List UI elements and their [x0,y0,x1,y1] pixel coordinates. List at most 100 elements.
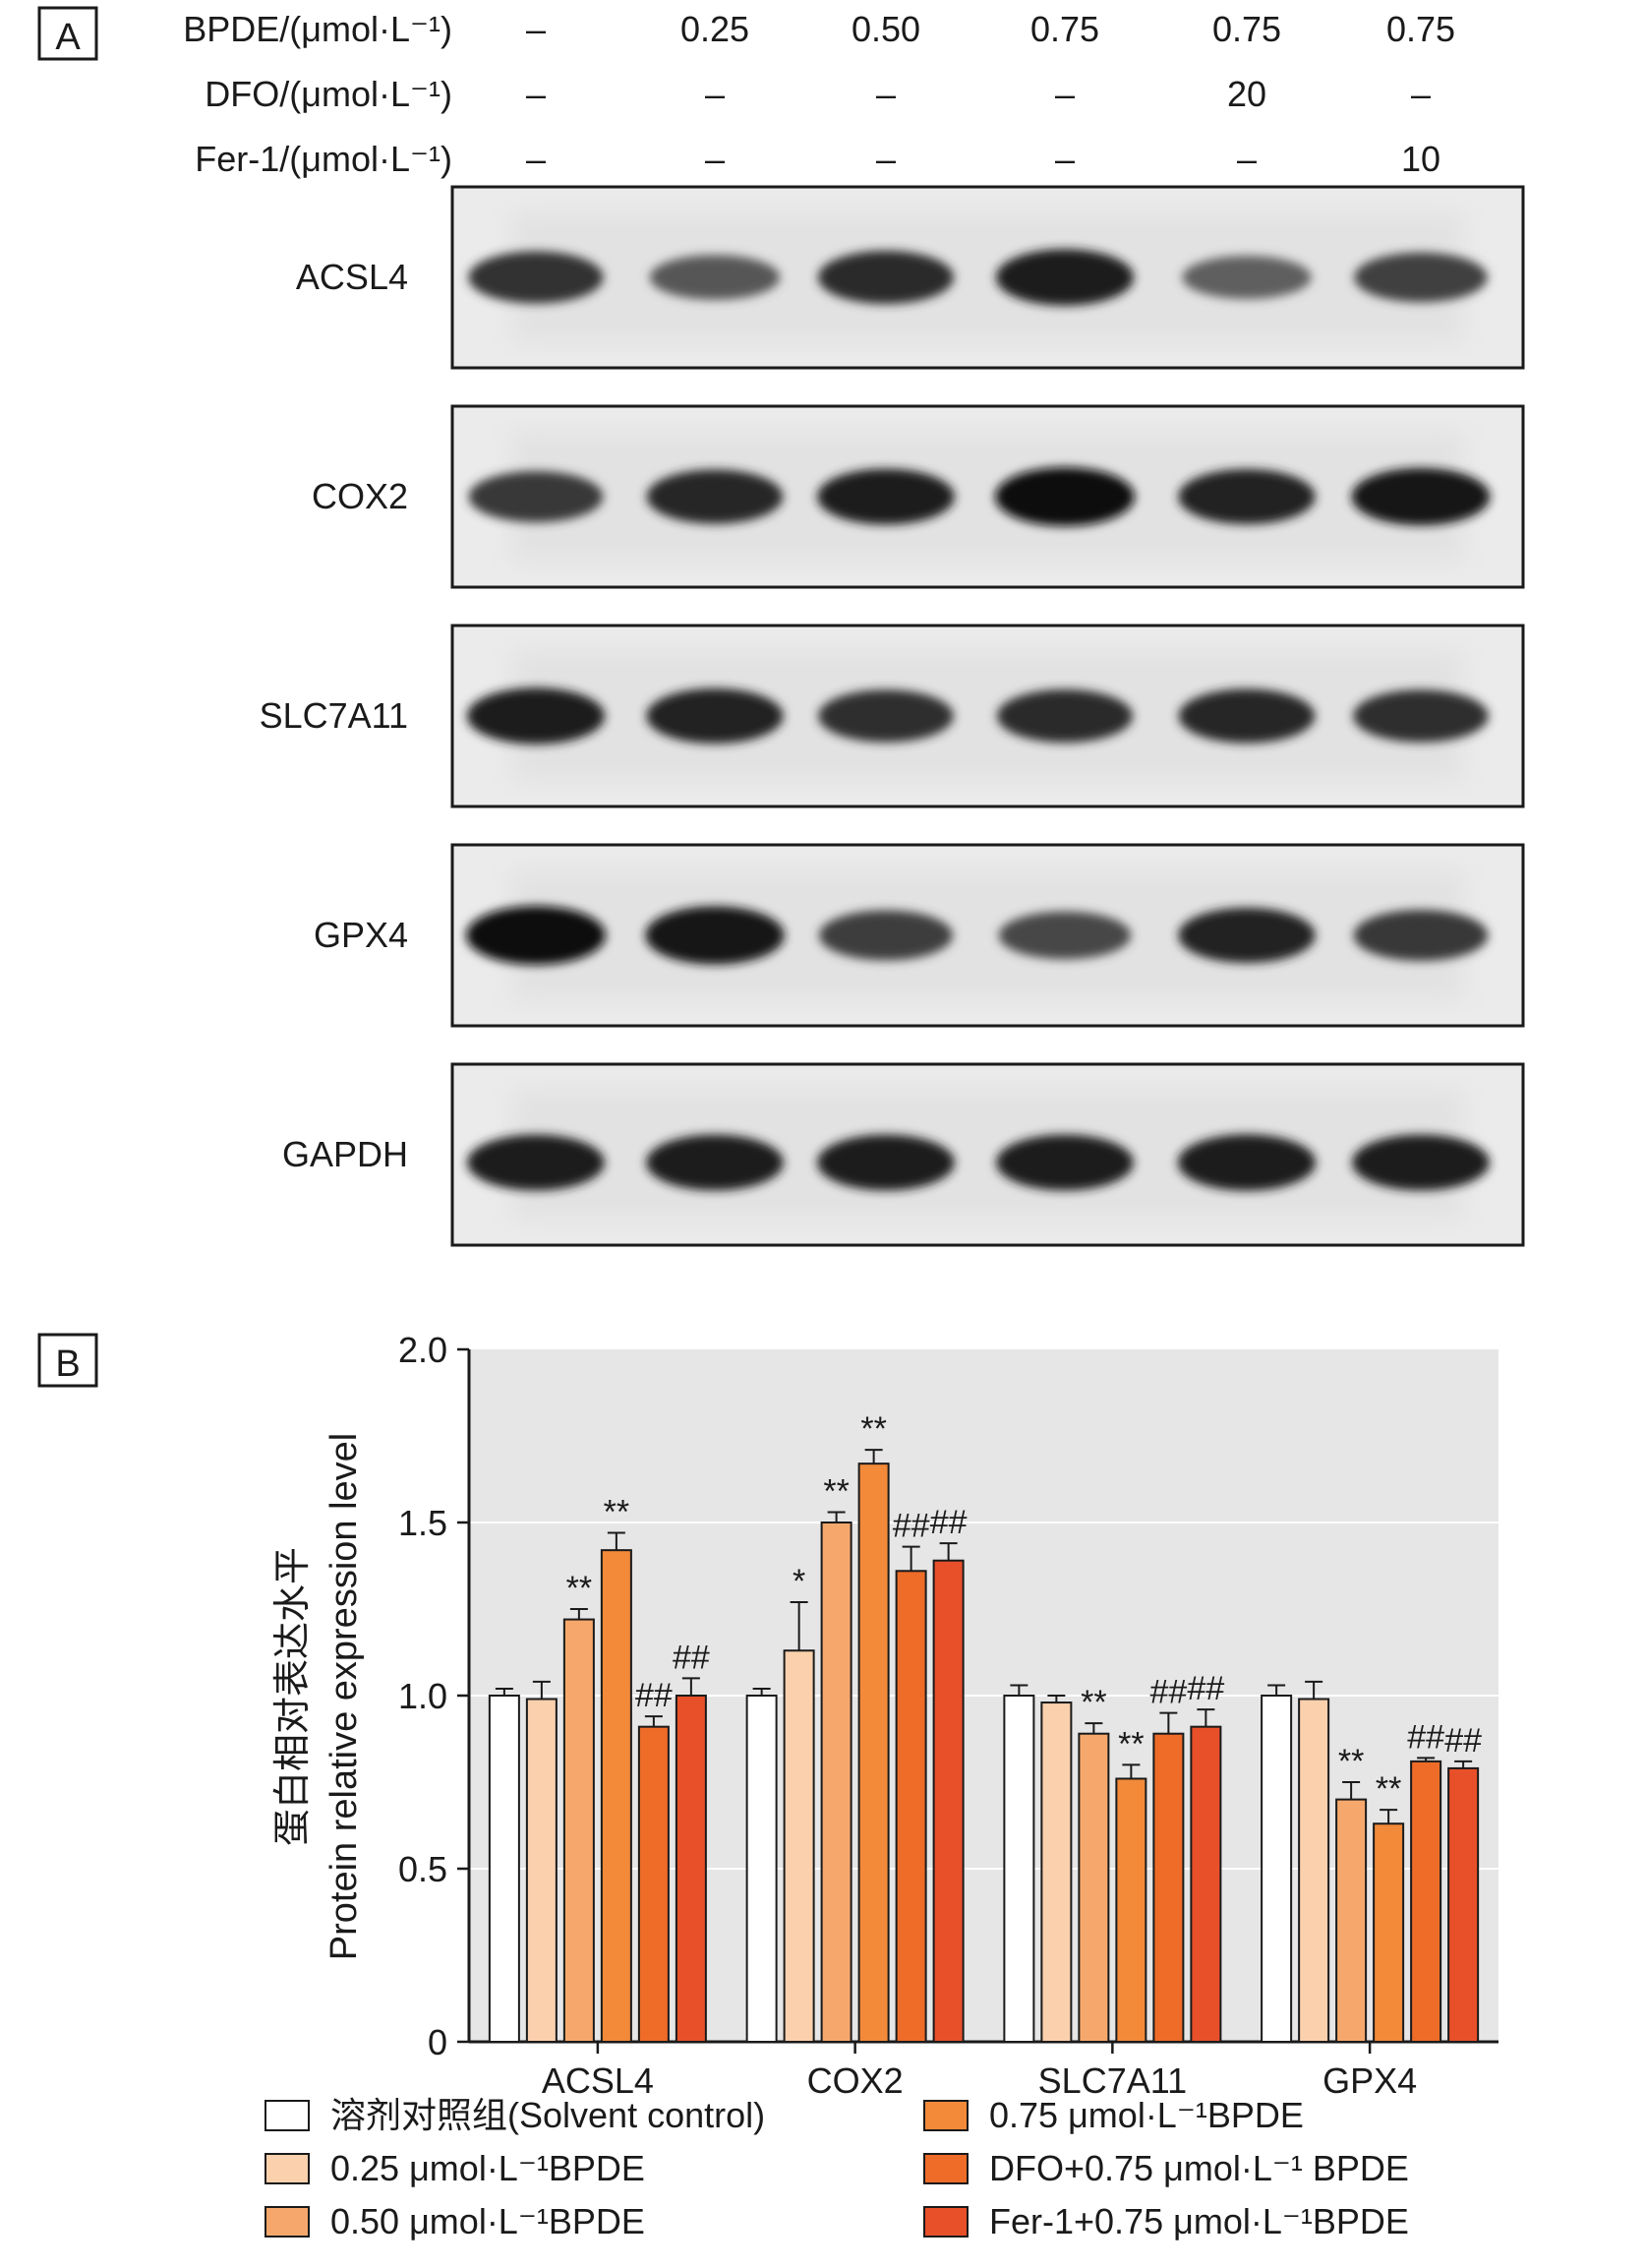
blot-band [995,249,1135,306]
blot-band [996,1134,1134,1191]
treatment-value: – [526,9,546,49]
treatment-value: – [1237,139,1257,179]
treatment-value: 0.50 [852,9,920,49]
treatment-row-label: Fer-1/(μmol·L⁻¹) [195,139,452,179]
y-axis-label-en: Protein relative expression level [323,1433,365,1961]
y-axis-label-cn: 蛋白相对表达水平 [272,1547,314,1846]
blot-band [1178,688,1316,744]
legend-swatch [264,2100,310,2131]
blot-band [645,906,785,965]
bar [1078,1732,1110,2043]
y-tick-label: 1.0 [398,1676,447,1716]
treatment-value: – [526,139,546,179]
blot-band [1351,467,1491,526]
blot-band [1178,907,1316,964]
chart-legend: 溶剂对照组(Solvent control) 0.25 μmol·L⁻¹BPDE 0… [264,2095,1409,2241]
significance-mark: ** [1118,1725,1144,1762]
treatment-value: – [705,139,725,179]
significance-mark: * [793,1563,805,1600]
y-tick-label: 0 [428,2022,447,2062]
bar [600,1549,632,2044]
blot-band [649,255,781,300]
x-tick-label: GPX4 [1322,2060,1417,2101]
blot-band [995,467,1135,526]
blot-band [817,1134,955,1191]
legend-label: Fer-1+0.75 μmol·L⁻¹BPDE [989,2201,1409,2241]
blot-band [467,1134,605,1191]
treatment-row-label: DFO/(μmol·L⁻¹) [205,74,452,114]
significance-mark: ## [1444,1722,1482,1760]
bar [1261,1695,1293,2043]
treatment-value: – [876,139,896,179]
significance-mark: ** [823,1472,849,1510]
bar [525,1698,558,2044]
treatment-table: BPDE/(μmol·L⁻¹) – 0.25 0.50 0.75 0.75 0.75 DFO/… [183,9,1455,179]
x-tick-label: COX2 [807,2060,904,2101]
bar-chart: 0 0.5 1.0 1.5 2.0 蛋白相对表达水平 Protein relative ex… [272,1330,1498,2101]
legend-label: 0.50 μmol·L⁻¹BPDE [330,2201,645,2241]
blot-band [817,468,955,525]
y-tick-label: 2.0 [398,1330,447,1370]
blot-cox2: COX2 [312,404,1525,589]
treatment-value: 20 [1227,74,1266,114]
blot-band [1178,468,1316,525]
bar [745,1695,778,2043]
y-tick-label: 0.5 [398,1849,447,1889]
panel-b-label: B [55,1343,80,1385]
significance-mark: ** [604,1494,629,1531]
bar [1190,1725,1222,2044]
treatment-value: – [1055,139,1075,179]
bar [1335,1798,1368,2043]
bar [1373,1822,1405,2043]
blot-protein-label: COX2 [312,476,408,516]
blot-protein-label: GAPDH [282,1134,408,1174]
western-blots: ACSL4 COX2 SLC7A11 GPX4 GAPDH [260,185,1525,1247]
legend-swatch [264,2206,310,2238]
blot-band [646,469,784,524]
x-tick-label: SLC7A11 [1038,2060,1187,2101]
legend-swatch [923,2206,969,2238]
bar [1040,1701,1073,2044]
treatment-value: 0.75 [1030,9,1099,49]
blot-band [998,911,1132,960]
bar [1298,1698,1330,2044]
blot-band [1353,910,1489,961]
bar [895,1570,927,2044]
legend-label: DFO+0.75 μmol·L⁻¹ BPDE [989,2148,1409,2188]
bar [562,1618,595,2044]
treatment-value: – [1055,74,1075,114]
legend-swatch [923,2100,969,2131]
blot-band [1182,256,1312,299]
treatment-value: 0.75 [1386,9,1455,49]
blot-protein-label: ACSL4 [296,257,408,297]
significance-mark: ## [1407,1718,1444,1756]
blot-band [468,471,604,522]
legend-label: 0.25 μmol·L⁻¹BPDE [330,2148,645,2188]
bar [488,1695,520,2043]
treatment-value: – [876,74,896,114]
significance-mark: ## [893,1508,930,1545]
blot-band [646,687,784,745]
bar [637,1725,670,2044]
bar [1447,1766,1480,2044]
blot-band [466,906,606,965]
blot-gapdh: GAPDH [282,1062,1525,1247]
bar [932,1559,965,2043]
treatment-value: – [1411,74,1431,114]
treatment-value: – [705,74,725,114]
y-tick-label: 1.5 [398,1503,447,1543]
panel-b-label-box [37,1333,98,1388]
bar [783,1649,815,2043]
panel-b: B 0 0.5 1.0 1.5 2.0 蛋白相对表达水平 Protein relative … [37,1330,1498,2241]
panel-a-label-box [37,6,98,61]
legend-swatch [923,2153,969,2184]
bar [1410,1760,1442,2043]
blot-band [996,688,1134,744]
legend-label: 0.75 μmol·L⁻¹BPDE [989,2095,1304,2135]
blot-band [1177,1134,1317,1191]
significance-mark: ** [1338,1743,1364,1780]
treatment-value: 0.25 [680,9,749,49]
bar [857,1462,890,2044]
bar [675,1695,707,2043]
blot-band [468,251,604,304]
